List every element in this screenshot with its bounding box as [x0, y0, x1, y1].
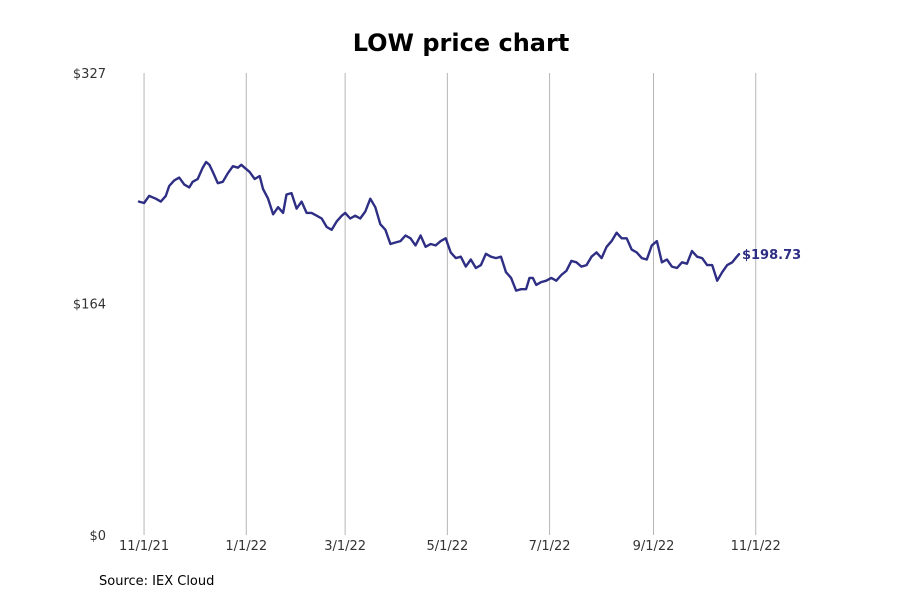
chart-title: LOW price chart	[353, 29, 570, 57]
gridlines	[143, 73, 757, 535]
y-tick-label: $327	[73, 67, 106, 82]
x-tick-label: 7/1/22	[529, 539, 571, 554]
x-tick-label: 5/1/22	[426, 539, 468, 554]
y-axis: $0 $164 $327	[73, 67, 106, 544]
price-line	[137, 160, 741, 292]
last-price-label: $198.73	[742, 248, 801, 263]
y-tick-label: $164	[73, 297, 106, 312]
series-layer: $198.73	[137, 160, 801, 292]
x-tick-label: 3/1/22	[324, 539, 366, 554]
x-tick-label: 11/1/21	[119, 539, 169, 554]
x-tick-label: 11/1/22	[731, 539, 781, 554]
x-tick-label: 9/1/22	[633, 539, 675, 554]
x-tick-label: 1/1/22	[225, 539, 267, 554]
y-tick-label: $0	[89, 529, 106, 544]
x-axis: 11/1/21 1/1/22 3/1/22 5/1/22 7/1/22 9/1/22 11/…	[119, 539, 781, 554]
source-note: Source: IEX Cloud	[99, 574, 215, 589]
